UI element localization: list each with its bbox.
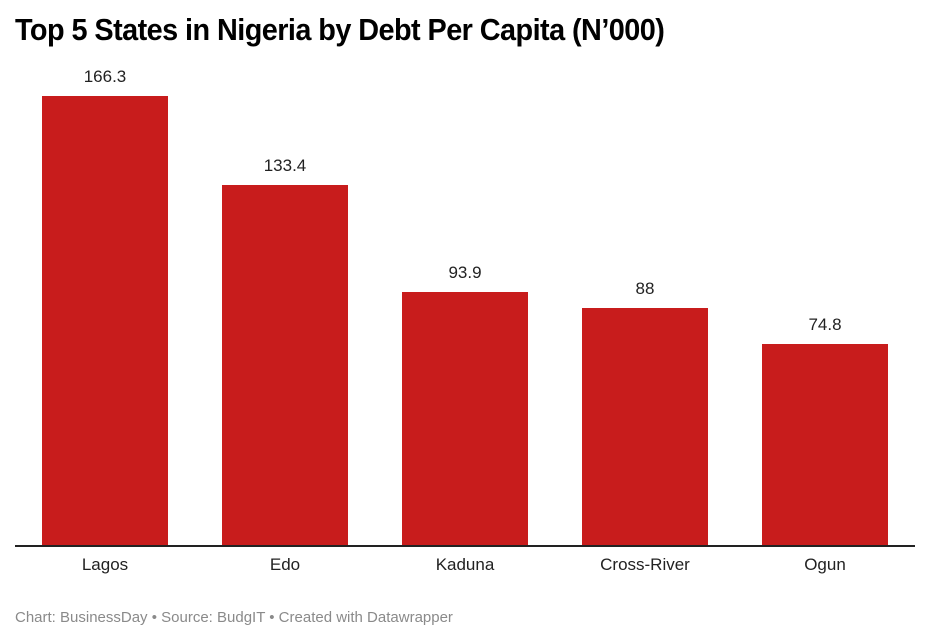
value-label-lagos: 166.3: [83, 67, 127, 86]
value-label-edo: 133.4: [263, 156, 307, 176]
bar-chart: 166.3 133.4 93.9 88 74.8 Lagos Edo Kadun…: [15, 67, 915, 574]
bar-ogun: [762, 343, 888, 546]
x-axis-baseline: [15, 545, 915, 547]
value-label-kaduna: 93.9: [448, 262, 482, 282]
bar-kaduna: [402, 291, 528, 546]
category-label-lagos: Lagos: [81, 555, 129, 574]
chart-footer-credits: Chart: BusinessDay • Source: BudgIT • Cr…: [15, 609, 453, 626]
category-label-ogun: Ogun: [804, 555, 846, 574]
bar-lagos: [42, 96, 168, 546]
category-label-edo: Edo: [269, 555, 301, 574]
category-label-kaduna: Kaduna: [435, 555, 495, 574]
chart-title: Top 5 States in Nigeria by Debt Per Capi…: [15, 12, 665, 47]
bar-edo: [222, 185, 348, 546]
category-label-cross-river: Cross-River: [600, 555, 690, 574]
value-label-cross-river: 88: [635, 278, 655, 298]
value-label-ogun: 74.8: [808, 314, 842, 334]
bar-cross-river: [582, 307, 708, 546]
